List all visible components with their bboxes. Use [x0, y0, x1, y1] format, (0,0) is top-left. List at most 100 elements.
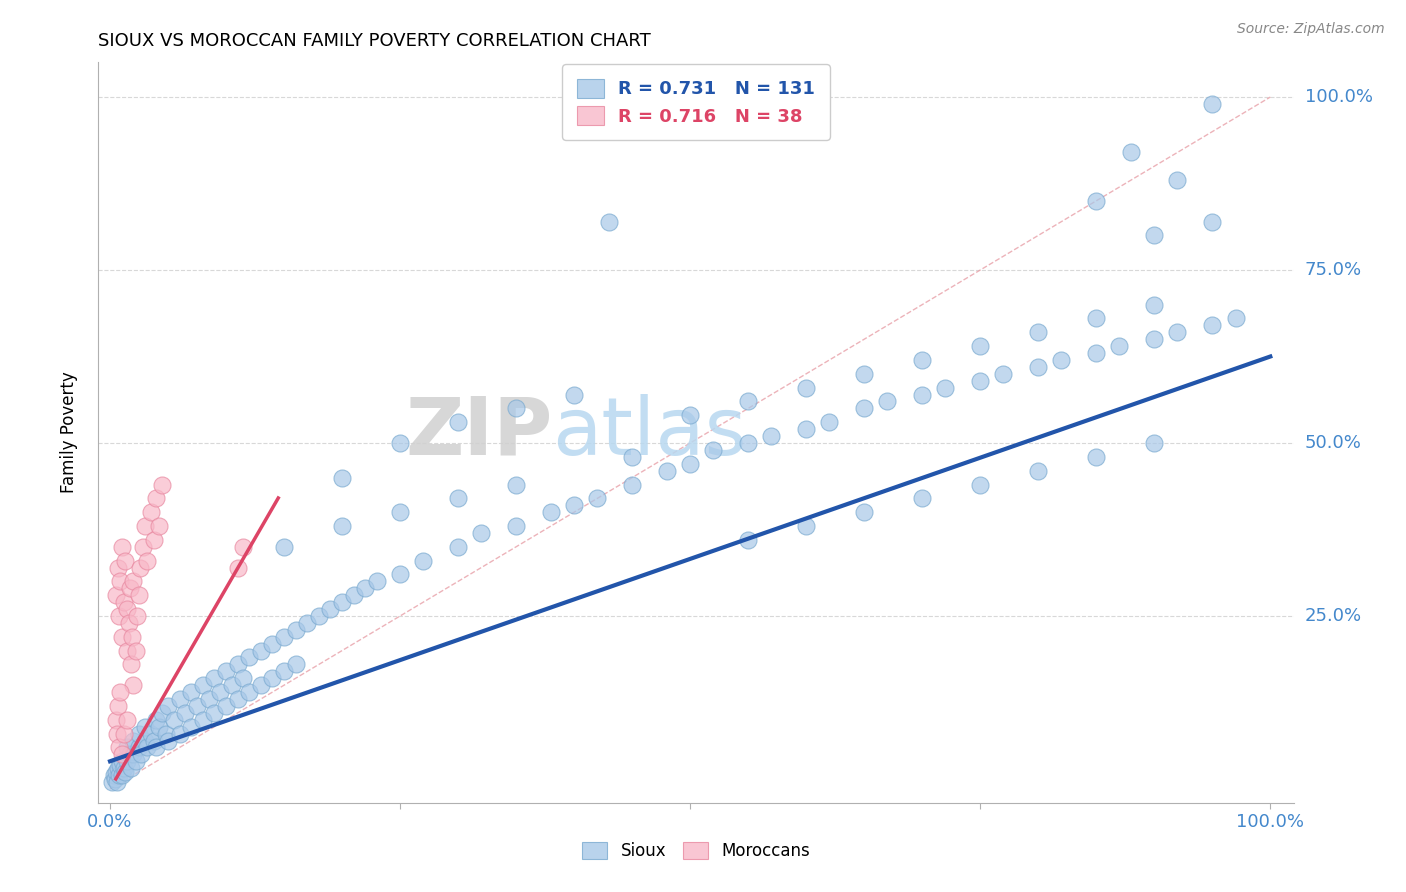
Point [118, 747, 141, 762]
Point [108, 768, 131, 782]
Point [148, 720, 170, 734]
Point [125, 609, 148, 624]
Point [131, 747, 153, 762]
Point [621, 477, 644, 491]
Point [330, 470, 353, 484]
Point [1143, 228, 1166, 243]
Text: 75.0%: 75.0% [1305, 261, 1362, 279]
Point [284, 657, 307, 672]
Point [111, 747, 134, 762]
Point [505, 401, 527, 416]
Point [702, 442, 724, 457]
Point [818, 415, 841, 429]
Point [1143, 332, 1166, 346]
Point [128, 588, 150, 602]
Point [1119, 145, 1142, 160]
Point [129, 560, 152, 574]
Point [562, 498, 585, 512]
Point [1085, 311, 1108, 326]
Point [136, 740, 159, 755]
Point [112, 726, 135, 740]
Point [343, 588, 366, 602]
Text: Source: ZipAtlas.com: Source: ZipAtlas.com [1237, 22, 1385, 37]
Point [120, 657, 142, 672]
Point [114, 764, 136, 779]
Point [969, 339, 991, 353]
Point [221, 678, 243, 692]
Point [853, 401, 876, 416]
Text: atlas: atlas [553, 393, 747, 472]
Legend: Sioux, Moroccans: Sioux, Moroccans [574, 834, 818, 869]
Point [470, 525, 492, 540]
Point [122, 678, 145, 692]
Point [117, 602, 139, 616]
Point [180, 685, 202, 699]
Point [284, 623, 307, 637]
Point [1085, 450, 1108, 464]
Point [117, 754, 139, 768]
Point [934, 381, 956, 395]
Point [117, 615, 139, 630]
Point [134, 720, 156, 734]
Point [319, 602, 342, 616]
Point [118, 582, 141, 596]
Point [1085, 346, 1108, 360]
Point [250, 643, 273, 657]
Point [1225, 311, 1247, 326]
Point [117, 713, 139, 727]
Point [505, 519, 527, 533]
Point [562, 387, 585, 401]
Point [157, 733, 180, 747]
Point [104, 588, 127, 602]
Point [114, 554, 136, 568]
Point [794, 519, 817, 533]
Point [621, 450, 644, 464]
Point [124, 643, 146, 657]
Point [143, 733, 166, 747]
Point [1201, 318, 1223, 333]
Point [111, 540, 134, 554]
Point [1166, 173, 1188, 187]
Point [273, 540, 295, 554]
Point [969, 477, 991, 491]
Point [308, 609, 330, 624]
Point [226, 657, 249, 672]
Point [250, 678, 273, 692]
Point [389, 505, 412, 519]
Point [226, 560, 249, 574]
Point [191, 678, 214, 692]
Text: 50.0%: 50.0% [1305, 434, 1361, 452]
Point [107, 560, 129, 574]
Point [104, 764, 127, 779]
Point [389, 567, 412, 582]
Text: 100.0%: 100.0% [1305, 88, 1372, 106]
Point [105, 726, 128, 740]
Point [108, 740, 131, 755]
Point [447, 415, 470, 429]
Point [128, 726, 150, 740]
Point [761, 429, 783, 443]
Text: 25.0%: 25.0% [1305, 607, 1362, 625]
Point [107, 761, 129, 775]
Y-axis label: Family Poverty: Family Poverty [59, 372, 77, 493]
Point [117, 643, 139, 657]
Point [679, 409, 702, 423]
Point [330, 519, 353, 533]
Point [117, 740, 139, 755]
Point [145, 740, 167, 755]
Point [139, 505, 162, 519]
Point [101, 775, 124, 789]
Point [145, 713, 167, 727]
Point [737, 533, 759, 547]
Point [131, 540, 153, 554]
Point [794, 422, 817, 436]
Point [145, 491, 167, 506]
Point [853, 505, 876, 519]
Point [155, 726, 177, 740]
Point [169, 692, 191, 706]
Point [1108, 339, 1130, 353]
Point [273, 665, 295, 679]
Point [124, 754, 146, 768]
Point [215, 698, 238, 713]
Point [209, 685, 232, 699]
